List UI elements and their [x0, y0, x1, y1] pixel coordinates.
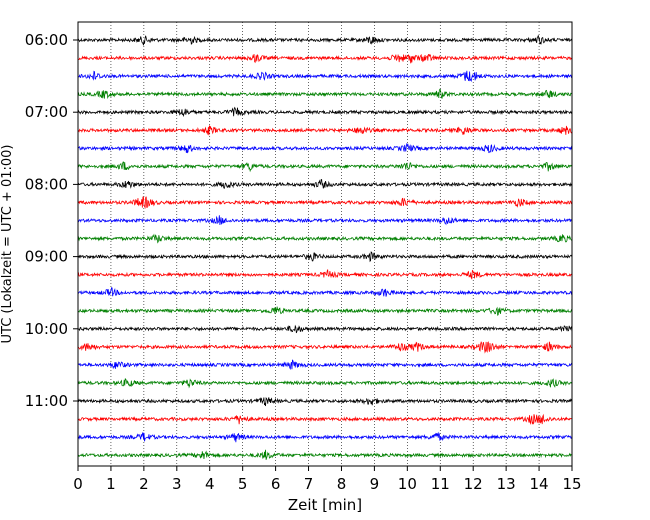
- trace-row: [77, 397, 573, 407]
- x-tick-label: 14: [530, 475, 549, 493]
- trace-row: [77, 179, 573, 189]
- x-axis: 0 1 2 3 4 5 6 7 8 9 10 11 12 13 14 15: [73, 466, 582, 493]
- seismic-traces: [77, 35, 573, 460]
- x-tick-label: 2: [139, 475, 149, 493]
- trace-row: [77, 341, 573, 354]
- x-tick-label: 6: [271, 475, 281, 493]
- trace-row: [77, 251, 573, 263]
- trace-row: [77, 161, 573, 173]
- y-tick-label: 10:00: [25, 320, 68, 338]
- trace-row: [77, 324, 573, 334]
- vertical-grid: [110, 22, 540, 466]
- trace-row: [77, 70, 573, 83]
- y-tick-label: 08:00: [25, 175, 68, 193]
- x-tick-label: 8: [337, 475, 347, 493]
- trace-row: [77, 359, 573, 370]
- trace-row: [77, 53, 573, 64]
- x-tick-label: 10: [398, 475, 417, 493]
- x-tick-label: 11: [431, 475, 450, 493]
- x-tick-label: 12: [464, 475, 483, 493]
- x-tick-label: 3: [172, 475, 182, 493]
- x-axis-label: Zeit [min]: [288, 496, 362, 514]
- y-tick-label: 06:00: [25, 31, 68, 49]
- trace-row: [77, 143, 573, 154]
- trace-row: [77, 431, 573, 443]
- y-tick-label: 09:00: [25, 248, 68, 266]
- trace-row: [77, 125, 573, 136]
- trace-row: [77, 88, 573, 100]
- y-axis: 06:00 07:00 08:00 09:00 10:00 11:00: [25, 31, 78, 410]
- trace-row: [77, 35, 573, 46]
- trace-row: [77, 196, 573, 209]
- y-tick-label: 07:00: [25, 103, 68, 121]
- y-tick-label: 11:00: [25, 392, 68, 410]
- x-tick-label: 0: [73, 475, 83, 493]
- x-tick-label: 7: [304, 475, 314, 493]
- trace-row: [77, 287, 573, 297]
- x-tick-label: 15: [562, 475, 581, 493]
- trace-row: [77, 269, 573, 280]
- x-tick-label: 5: [238, 475, 248, 493]
- trace-row: [77, 306, 573, 316]
- y-axis-label: UTC (Lokalzeit = UTC + 01:00): [0, 145, 15, 344]
- trace-row: [77, 377, 573, 389]
- trace-row: [77, 449, 573, 460]
- trace-row: [77, 215, 573, 226]
- x-tick-label: 9: [370, 475, 380, 493]
- trace-row: [77, 413, 572, 425]
- x-tick-label: 13: [497, 475, 516, 493]
- plot-background: [78, 22, 572, 466]
- x-tick-label: 4: [205, 475, 215, 493]
- trace-row: [77, 106, 573, 118]
- trace-row: [77, 233, 573, 244]
- plot-frame: [77, 21, 573, 467]
- x-tick-label: 1: [106, 475, 116, 493]
